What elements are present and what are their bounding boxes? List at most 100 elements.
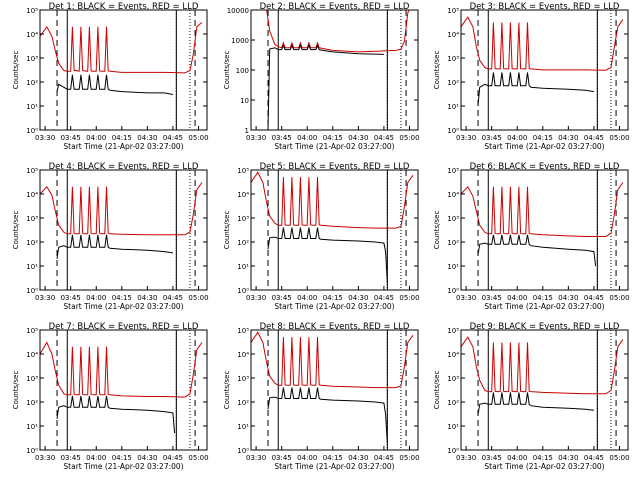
chart-panel-det-3: Det 3: BLACK = Events, RED = LLD 10⁰ 10¹ 10… bbox=[433, 2, 630, 151]
y-tick-label: 10⁵ bbox=[447, 167, 459, 175]
y-tick-label: 10⁴ bbox=[237, 351, 249, 359]
x-tick-label: 03:30 bbox=[246, 134, 266, 142]
y-tick-label: 10² bbox=[26, 399, 38, 407]
y-tick-label: 10³ bbox=[26, 55, 38, 63]
plot-frame bbox=[250, 169, 419, 291]
x-tick-label: 04:00 bbox=[297, 294, 317, 302]
chart-title: Det 1: BLACK = Events, RED = LLD bbox=[49, 2, 199, 12]
y-tick-label: 10¹ bbox=[447, 103, 459, 111]
lld-series-line bbox=[461, 16, 624, 71]
x-tick-label: 03:45 bbox=[272, 134, 292, 142]
y-tick-label: 10³ bbox=[26, 215, 38, 223]
x-tick-label: 03:45 bbox=[482, 454, 502, 462]
chart-title: Det 2: BLACK = Events, RED = LLD bbox=[260, 2, 410, 12]
events-series-line bbox=[267, 44, 384, 130]
x-tick-label: 04:45 bbox=[584, 454, 604, 462]
x-tick-label: 03:30 bbox=[35, 294, 55, 302]
x-axis-label: Start Time (21-Apr-02 03:27:00) bbox=[274, 142, 394, 151]
y-tick-label: 10⁰ bbox=[447, 447, 459, 455]
x-tick-label: 04:00 bbox=[507, 134, 527, 142]
y-tick-label: 10 bbox=[240, 97, 249, 105]
y-tick-label: 10² bbox=[26, 239, 38, 247]
chart-panel-det-5: Det 5: BLACK = Events, RED = LLD 10⁰ 10¹ 10… bbox=[223, 162, 420, 311]
y-tick-label: 10⁰ bbox=[237, 287, 249, 295]
x-tick-label: 04:30 bbox=[137, 134, 157, 142]
y-axis-label: Counts/sec bbox=[12, 51, 20, 90]
y-tick-label: 10⁵ bbox=[26, 7, 38, 15]
x-tick-label: 04:15 bbox=[533, 134, 553, 142]
y-tick-label: 10⁵ bbox=[237, 327, 249, 335]
y-tick-label: 1000 bbox=[231, 37, 249, 45]
y-tick-label: 10³ bbox=[26, 375, 38, 383]
x-tick-label: 05:00 bbox=[609, 454, 629, 462]
y-tick-label: 10⁰ bbox=[447, 127, 459, 135]
chart-title: Det 5: BLACK = Events, RED = LLD bbox=[260, 162, 410, 172]
y-tick-label: 100 bbox=[236, 67, 249, 75]
y-tick-label: 10¹ bbox=[26, 423, 38, 431]
lld-series-line bbox=[461, 336, 624, 395]
x-tick-label: 05:00 bbox=[399, 294, 419, 302]
y-tick-label: 10³ bbox=[237, 375, 249, 383]
x-tick-label: 05:00 bbox=[609, 294, 629, 302]
chart-panel-det-8: Det 8: BLACK = Events, RED = LLD 10⁰ 10¹ 10… bbox=[223, 322, 420, 471]
y-tick-label: 10⁰ bbox=[26, 127, 38, 135]
x-tick-label: 04:45 bbox=[163, 134, 183, 142]
x-tick-label: 04:00 bbox=[297, 134, 317, 142]
y-axis-label: Counts/sec bbox=[12, 371, 20, 410]
plot-frame bbox=[39, 9, 208, 131]
x-tick-label: 03:30 bbox=[246, 294, 266, 302]
y-tick-label: 10² bbox=[26, 79, 38, 87]
x-tick-label: 03:30 bbox=[246, 454, 266, 462]
x-tick-label: 03:30 bbox=[456, 134, 476, 142]
x-axis-label: Start Time (21-Apr-02 03:27:00) bbox=[484, 462, 604, 471]
x-tick-label: 04:15 bbox=[112, 294, 132, 302]
y-tick-label: 10² bbox=[447, 79, 459, 87]
y-tick-label: 10¹ bbox=[237, 423, 249, 431]
x-tick-label: 04:45 bbox=[374, 454, 394, 462]
x-axis-label: Start Time (21-Apr-02 03:27:00) bbox=[63, 142, 183, 151]
x-tick-label: 03:45 bbox=[61, 454, 81, 462]
x-tick-label: 04:45 bbox=[163, 294, 183, 302]
x-tick-label: 05:00 bbox=[188, 454, 208, 462]
y-tick-label: 10⁴ bbox=[237, 191, 249, 199]
y-tick-label: 10¹ bbox=[26, 263, 38, 271]
y-tick-label: 10² bbox=[447, 239, 459, 247]
x-tick-label: 04:30 bbox=[558, 134, 578, 142]
y-tick-label: 10² bbox=[237, 239, 249, 247]
lld-series-line bbox=[40, 182, 203, 236]
y-tick-label: 10⁰ bbox=[237, 447, 249, 455]
x-tick-label: 03:45 bbox=[61, 134, 81, 142]
y-tick-label: 10³ bbox=[237, 215, 249, 223]
x-tick-label: 04:15 bbox=[323, 294, 343, 302]
y-axis-label: Counts/sec bbox=[223, 371, 231, 410]
y-tick-label: 10⁵ bbox=[26, 167, 38, 175]
y-axis-label: Counts/sec bbox=[433, 51, 441, 90]
y-tick-label: 10⁴ bbox=[447, 31, 459, 39]
y-tick-label: 10¹ bbox=[447, 263, 459, 271]
x-tick-label: 05:00 bbox=[609, 134, 629, 142]
plot-frame bbox=[39, 329, 208, 451]
x-tick-label: 03:45 bbox=[482, 134, 502, 142]
events-series-line bbox=[56, 74, 173, 95]
plot-frame bbox=[460, 329, 629, 451]
chart-title: Det 3: BLACK = Events, RED = LLD bbox=[470, 2, 620, 12]
x-tick-label: 03:30 bbox=[35, 454, 55, 462]
x-tick-label: 03:30 bbox=[456, 294, 476, 302]
events-series-line bbox=[477, 72, 594, 107]
y-tick-label: 10¹ bbox=[447, 423, 459, 431]
x-tick-label: 05:00 bbox=[399, 134, 419, 142]
x-axis-label: Start Time (21-Apr-02 03:27:00) bbox=[63, 462, 183, 471]
y-tick-label: 10⁵ bbox=[26, 327, 38, 335]
x-tick-label: 04:30 bbox=[137, 294, 157, 302]
plot-frame bbox=[250, 9, 419, 131]
y-tick-label: 10³ bbox=[447, 375, 459, 383]
y-tick-label: 10³ bbox=[447, 55, 459, 63]
y-tick-label: 10¹ bbox=[26, 103, 38, 111]
x-tick-label: 04:15 bbox=[323, 454, 343, 462]
x-axis-label: Start Time (21-Apr-02 03:27:00) bbox=[63, 302, 183, 311]
x-tick-label: 05:00 bbox=[188, 134, 208, 142]
x-tick-label: 03:45 bbox=[272, 454, 292, 462]
x-tick-label: 04:00 bbox=[86, 454, 106, 462]
x-tick-label: 04:15 bbox=[323, 134, 343, 142]
lld-series-line bbox=[40, 341, 203, 398]
